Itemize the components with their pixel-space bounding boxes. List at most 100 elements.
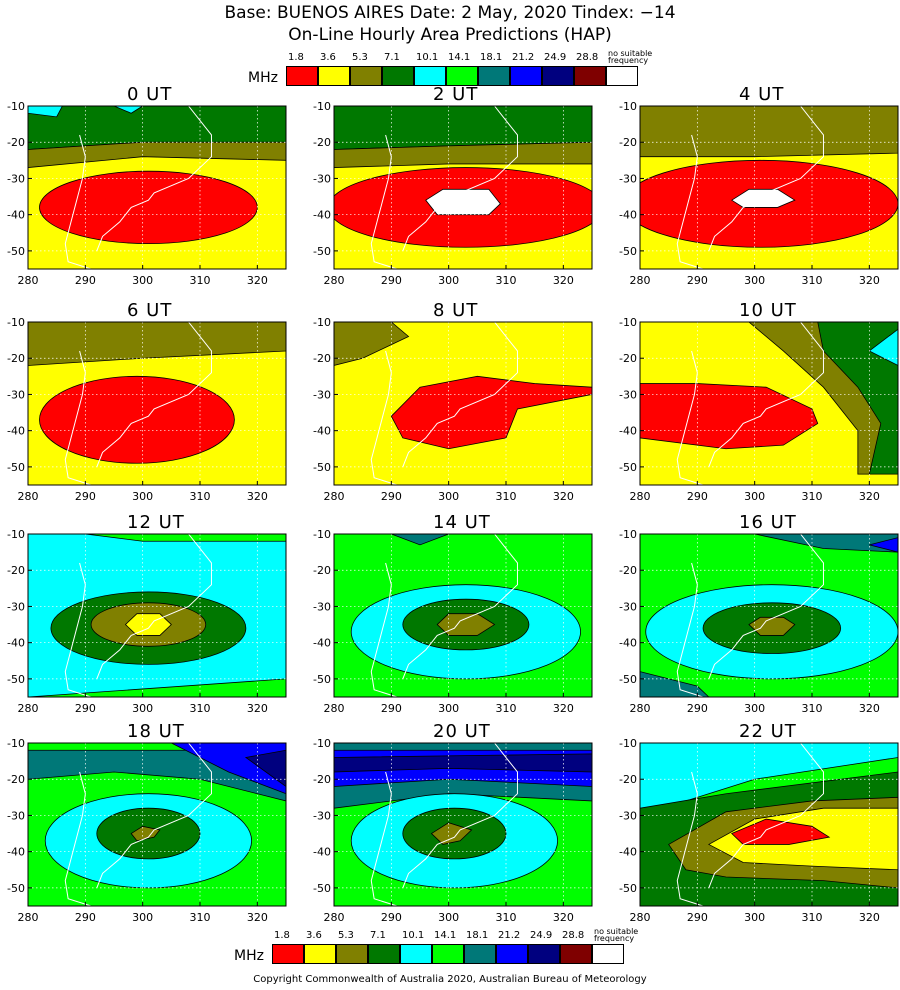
colorbar-tick-label: 7.1	[384, 52, 400, 63]
coastline	[370, 771, 398, 906]
map-panel: 6 UT 280 290 300 310 320 -10 -20 -30 -40 -50	[0, 300, 298, 507]
colorbar-swatch	[592, 944, 624, 964]
x-tick-label: 320	[247, 702, 268, 715]
y-tick-label: -20	[313, 564, 331, 577]
y-tick-label: -30	[7, 600, 25, 613]
colorbar-swatch	[286, 66, 318, 86]
chart-title: Base: BUENOS AIRES Date: 2 May, 2020 Tin…	[224, 3, 676, 23]
y-tick-label: -50	[7, 673, 25, 686]
coastline	[402, 322, 518, 468]
colorbar-swatch	[272, 944, 304, 964]
x-tick-label: 280	[18, 274, 39, 287]
y-tick-label: -40	[7, 209, 25, 222]
y-tick-label: -40	[313, 425, 331, 438]
y-tick-label: -20	[313, 136, 331, 149]
x-tick-label: 300	[438, 490, 459, 503]
y-tick-label: -30	[7, 809, 25, 822]
contour-band	[334, 753, 592, 773]
y-tick-label: -20	[7, 564, 25, 577]
map-panel: 14 UT 280 290 300 310 320 -10 -20 -30 -40 -50	[306, 512, 604, 719]
coastline	[64, 562, 92, 697]
panel-plot: 280 290 300 310 320 -10 -20 -30 -40 -50	[7, 528, 287, 715]
contour-band	[640, 743, 898, 816]
panel-title: 22 UT	[739, 721, 797, 742]
x-tick-label: 280	[18, 490, 39, 503]
y-tick-label: -50	[619, 882, 637, 895]
contour-band	[817, 322, 898, 475]
y-tick-label: -40	[619, 425, 637, 438]
map-panel: 4 UT 280 290 300 310 320 -10 -20 -30 -40 -50	[612, 84, 900, 291]
x-tick-label: 290	[75, 490, 96, 503]
y-tick-label: -40	[7, 425, 25, 438]
colorbar-tick-label: 3.6	[320, 52, 336, 63]
x-tick-label: 310	[802, 274, 823, 287]
x-tick-label: 290	[381, 490, 402, 503]
contour-band	[869, 537, 898, 553]
colorbar-tick-label: 14.1	[448, 52, 471, 63]
colorbar-swatch	[382, 66, 414, 86]
x-tick-label: 310	[496, 274, 517, 287]
panel-title: 16 UT	[739, 512, 797, 533]
x-tick-label: 280	[630, 911, 651, 924]
colorbar-swatch	[510, 66, 542, 86]
x-tick-label: 310	[496, 911, 517, 924]
colorbar-tick-label: 1.8	[274, 930, 290, 941]
y-tick-label: -50	[619, 673, 637, 686]
panel-plot: 280 290 300 310 320 -10 -20 -30 -40 -50	[619, 316, 899, 503]
map-panel: 2 UT 280 290 300 310 320 -10 -20 -30 -40 -50	[306, 84, 604, 291]
panel-title: 12 UT	[127, 512, 185, 533]
colorbar-tick-label: 21.2	[512, 52, 535, 63]
x-tick-label: 300	[744, 274, 765, 287]
colorbar-swatch	[560, 944, 592, 964]
x-tick-label: 290	[687, 702, 708, 715]
x-tick-label: 320	[553, 911, 574, 924]
y-tick-label: -10	[619, 100, 637, 113]
y-tick-label: -10	[7, 100, 25, 113]
panel-title: 18 UT	[127, 721, 185, 742]
x-tick-label: 290	[381, 274, 402, 287]
x-tick-label: 300	[132, 911, 153, 924]
y-tick-label: -50	[619, 461, 637, 474]
x-tick-label: 280	[18, 911, 39, 924]
colorbar-tick-label: 18.1	[480, 52, 503, 63]
x-tick-label: 300	[744, 490, 765, 503]
colorbar-swatch	[478, 66, 510, 86]
y-tick-label: -40	[313, 209, 331, 222]
coastline	[64, 134, 92, 269]
colorbar-swatch	[400, 944, 432, 964]
y-tick-label: -50	[313, 245, 331, 258]
contour-band	[334, 141, 592, 168]
y-tick-label: -50	[7, 461, 25, 474]
coastline	[402, 106, 518, 252]
y-tick-label: -30	[313, 172, 331, 185]
colorbar-swatch	[336, 944, 368, 964]
y-tick-label: -10	[313, 100, 331, 113]
panel-frame	[27, 742, 287, 907]
colorbar-unit-label: MHz	[248, 70, 278, 86]
y-tick-label: -30	[313, 388, 331, 401]
x-tick-label: 300	[132, 490, 153, 503]
map-panel: 22 UT 280 290 300 310 320 -10 -20 -30 -40 -50	[612, 721, 900, 928]
colorbar-unit-label: MHz	[234, 948, 264, 964]
coastline	[708, 106, 824, 252]
contour-band	[28, 106, 63, 118]
contour-band	[868, 328, 898, 366]
colorbar-swatch	[432, 944, 464, 964]
y-tick-label: -30	[7, 172, 25, 185]
coastline	[676, 350, 704, 485]
colorbar-tick-label: 5.3	[338, 930, 354, 941]
coastline	[96, 743, 212, 889]
y-tick-label: -10	[313, 528, 331, 541]
coastline	[708, 743, 824, 889]
panel-title: 0 UT	[127, 84, 173, 105]
coastline	[96, 106, 212, 252]
panel-frame	[333, 321, 593, 486]
x-tick-label: 310	[802, 702, 823, 715]
y-tick-label: -40	[7, 846, 25, 859]
x-tick-label: 280	[630, 274, 651, 287]
colorbar-swatch	[414, 66, 446, 86]
colorbar-tick-label: 10.1	[402, 930, 425, 941]
x-tick-label: 320	[859, 274, 880, 287]
x-tick-label: 280	[630, 702, 651, 715]
y-tick-label: -20	[619, 352, 637, 365]
